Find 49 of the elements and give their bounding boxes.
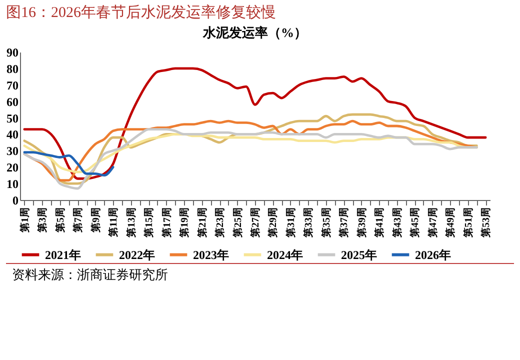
x-tick-label: 第31周: [284, 208, 297, 238]
legend-label: 2024年: [267, 248, 303, 262]
x-tick-label: 第19周: [178, 208, 191, 238]
x-tick-label: 第45周: [409, 208, 422, 238]
legend-label: 2021年: [45, 248, 81, 262]
x-tick-label: 第53周: [480, 208, 492, 238]
x-tick-label: 第17周: [160, 208, 173, 238]
x-tick-label: 第9周: [90, 208, 102, 234]
x-tick-label: 第3周: [36, 208, 49, 234]
line-series: [23, 128, 478, 190]
y-tick-label: 10: [6, 177, 18, 192]
y-tick-label: 80: [6, 62, 18, 76]
x-tick-label: 第13周: [125, 208, 138, 238]
x-tick-label: 第27周: [250, 208, 262, 238]
y-tick-label: 60: [6, 94, 18, 109]
y-tick-label: 70: [6, 78, 18, 92]
x-tick-label: 第29周: [267, 208, 280, 238]
y-tick-label: 30: [6, 144, 18, 158]
y-tick-label: 40: [6, 128, 18, 142]
x-tick-label: 第1周: [18, 208, 31, 234]
text: 资料来源：浙商证券研究所: [6, 263, 514, 286]
line-series: [23, 151, 114, 177]
x-tick-label: 第35周: [320, 208, 332, 238]
y-tick-label: 0: [12, 194, 18, 208]
legend-label: 2022年: [119, 248, 155, 262]
x-tick-label: 第25周: [232, 208, 244, 238]
legend-label: 2025年: [341, 248, 377, 262]
x-tick-label: 第11周: [108, 208, 120, 238]
y-tick-label: 20: [6, 160, 18, 175]
x-tick-label: 第15周: [143, 208, 156, 238]
x-tick-label: 第23周: [214, 208, 226, 238]
y-tick-label: 90: [6, 46, 18, 60]
x-tick-label: 第33周: [302, 208, 315, 238]
legend-label: 2026年: [415, 248, 451, 262]
legend-label: 2023年: [193, 248, 229, 262]
x-tick-label: 第21周: [196, 208, 208, 238]
x-tick-label: 第41周: [374, 208, 386, 238]
x-tick-label: 第7周: [72, 208, 84, 234]
x-tick-label: 第47周: [426, 208, 439, 238]
x-tick-label: 第39周: [356, 208, 368, 238]
chart-subtitle: 水泥发运率（%）: [202, 25, 307, 40]
x-tick-label: 第51周: [462, 208, 474, 238]
line-series: [23, 67, 487, 180]
x-tick-label: 第49周: [444, 208, 457, 238]
y-tick-label: 50: [6, 111, 18, 126]
x-tick-label: 第43周: [391, 208, 404, 238]
x-tick-label: 第37周: [338, 208, 350, 238]
x-tick-label: 第5周: [54, 208, 66, 234]
chart-title: 图16：2026年春节后水泥发运率修复较慢: [5, 3, 277, 23]
